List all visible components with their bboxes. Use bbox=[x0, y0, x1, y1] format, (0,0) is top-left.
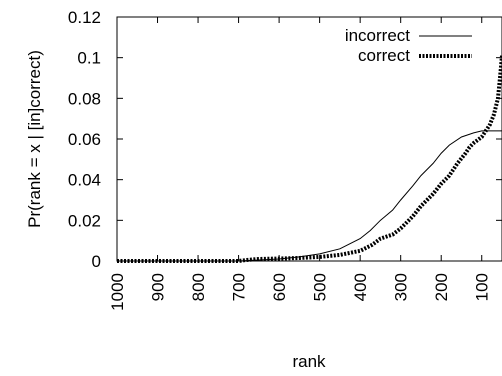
legend-label-correct: correct bbox=[358, 46, 410, 65]
x-tick-label: 900 bbox=[149, 273, 168, 301]
x-tick-label: 1000 bbox=[108, 273, 127, 311]
y-tick-label: 0.12 bbox=[68, 8, 101, 27]
x-tick-label: 300 bbox=[392, 273, 411, 301]
series-line-correct bbox=[117, 55, 502, 263]
plot-frame bbox=[116, 16, 502, 262]
x-tick-label: 500 bbox=[311, 273, 330, 301]
x-tick-label: 200 bbox=[432, 273, 451, 301]
legend-label-incorrect: incorrect bbox=[345, 26, 410, 45]
x-tick-label: 800 bbox=[189, 273, 208, 301]
y-tick-label: 0.06 bbox=[68, 130, 101, 149]
y-tick-label: 0.04 bbox=[68, 171, 101, 190]
x-tick-label: 600 bbox=[270, 273, 289, 301]
y-tick-label: 0 bbox=[92, 252, 101, 271]
x-tick-label: 100 bbox=[473, 273, 492, 301]
y-axis-title: Pr(rank = x | [in]correct) bbox=[25, 50, 44, 228]
x-axis-title: rank bbox=[292, 352, 326, 371]
series-line-incorrect bbox=[117, 130, 502, 262]
x-tick-label: 700 bbox=[230, 273, 249, 301]
x-tick-label: 400 bbox=[351, 273, 370, 301]
y-axis: 0 0.02 0.04 0.06 0.08 0.1 0.12 bbox=[68, 8, 502, 271]
series-layer bbox=[117, 55, 502, 263]
y-tick-label: 0.02 bbox=[68, 211, 101, 230]
y-tick-label: 0.1 bbox=[77, 49, 101, 68]
x-axis: 1000 900 800 700 600 500 400 300 200 100 bbox=[108, 17, 492, 311]
y-tick-label: 0.08 bbox=[68, 89, 101, 108]
